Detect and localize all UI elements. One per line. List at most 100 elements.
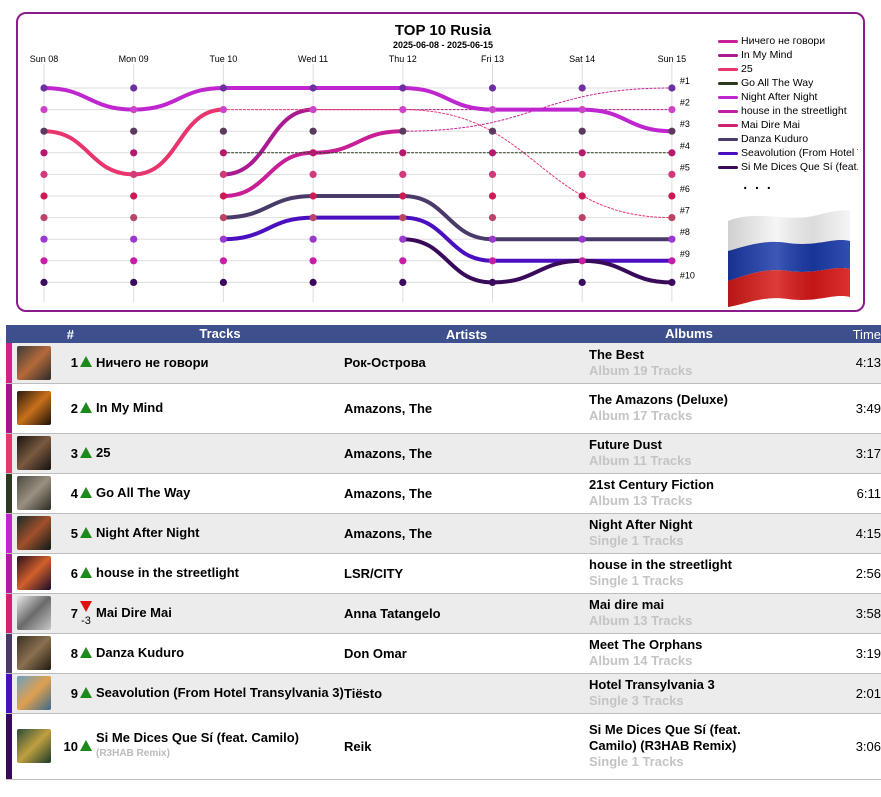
- artist-name[interactable]: Don Omar: [344, 633, 589, 674]
- track-title-cell[interactable]: Danza Kuduro: [94, 633, 344, 674]
- album-name[interactable]: Hotel Transylvania 3: [589, 677, 715, 692]
- album-cover[interactable]: [17, 476, 51, 510]
- artist-name[interactable]: Anna Tatangelo: [344, 593, 589, 634]
- rank-point: [668, 149, 676, 157]
- legend-item[interactable]: house in the streetlight: [718, 104, 858, 118]
- track-title[interactable]: Night After Night: [96, 525, 200, 540]
- album-cell[interactable]: Mai dire mai Album 13 Tracks: [589, 593, 789, 634]
- artist-name[interactable]: Amazons, The: [344, 433, 589, 474]
- legend-item[interactable]: Danza Kuduro: [718, 132, 858, 146]
- table-row[interactable]: 4 Go All The Way Amazons, The 21st Century …: [6, 473, 881, 514]
- album-cell[interactable]: 21st Century Fiction Album 13 Tracks: [589, 473, 789, 514]
- album-name[interactable]: Meet The Orphans: [589, 637, 703, 652]
- album-cover[interactable]: [17, 436, 51, 470]
- table-row[interactable]: 6 house in the streetlight LSR/CITY house i…: [6, 553, 881, 594]
- legend-swatch: [718, 165, 738, 169]
- table-row[interactable]: 1 Ничего не говори Рок-Острова The Best Albu…: [6, 343, 881, 384]
- album-cover[interactable]: [17, 516, 51, 550]
- table-row[interactable]: 9 Seavolution (From Hotel Transylvania 3)…: [6, 673, 881, 714]
- track-title[interactable]: Ничего не говори: [96, 354, 209, 370]
- artist-name[interactable]: LSR/CITY: [344, 553, 589, 594]
- trend-up-icon: [80, 486, 92, 498]
- artist-name[interactable]: Amazons, The: [344, 513, 589, 554]
- header-albums[interactable]: Albums: [589, 325, 789, 343]
- album-cell[interactable]: Si Me Dices Que Sí (feat. Camilo) (R3HAB…: [589, 713, 789, 780]
- track-title-cell[interactable]: Go All The Way: [94, 473, 344, 514]
- track-title-cell[interactable]: In My Mind: [94, 383, 344, 434]
- album-name[interactable]: house in the streetlight: [589, 557, 733, 572]
- album-cell[interactable]: house in the streetlight Single 1 Tracks: [589, 553, 789, 594]
- track-title[interactable]: house in the streetlight: [96, 565, 240, 580]
- album-cell[interactable]: Meet The Orphans Album 14 Tracks: [589, 633, 789, 674]
- track-title-cell[interactable]: Night After Night: [94, 513, 344, 554]
- album-cover[interactable]: [17, 391, 51, 425]
- album-name[interactable]: Mai dire mai: [589, 597, 665, 612]
- table-row[interactable]: 3 25 Amazons, The Future Dust Album 11 Track…: [6, 433, 881, 474]
- rank-point: [668, 235, 676, 243]
- rank-point: [399, 127, 407, 135]
- album-cell[interactable]: Hotel Transylvania 3 Single 3 Tracks: [589, 673, 789, 714]
- track-title[interactable]: Si Me Dices Que Sí (feat. Camilo): [96, 730, 299, 745]
- track-title[interactable]: 25: [96, 445, 111, 460]
- series-line: [580, 107, 674, 134]
- legend-item[interactable]: Seavolution (From Hotel Tr...: [718, 146, 858, 160]
- album-cover[interactable]: [17, 636, 51, 670]
- album-info: Album 17 Tracks: [589, 408, 693, 423]
- header-tracks[interactable]: Tracks: [94, 325, 344, 343]
- album-cover[interactable]: [17, 345, 51, 380]
- rank-point: [40, 214, 48, 222]
- legend-item[interactable]: Si Me Dices Que Sí (feat....: [718, 160, 858, 174]
- track-title-cell[interactable]: 25: [94, 433, 344, 474]
- album-name[interactable]: 21st Century Fiction: [589, 477, 714, 492]
- track-title[interactable]: In My Mind: [96, 400, 164, 415]
- track-title-cell[interactable]: Ничего не говори: [94, 343, 344, 384]
- album-name[interactable]: The Best: [589, 346, 644, 362]
- legend-item[interactable]: Ничего не говори: [718, 34, 858, 48]
- track-title[interactable]: Danza Kuduro: [96, 645, 185, 660]
- artist-name[interactable]: Tiësto: [344, 673, 589, 714]
- track-title[interactable]: Seavolution (From Hotel Transylvania 3): [96, 685, 344, 700]
- artist-name[interactable]: Amazons, The: [344, 473, 589, 514]
- track-title[interactable]: Go All The Way: [96, 485, 191, 500]
- album-cell[interactable]: Future Dust Album 11 Tracks: [589, 433, 789, 474]
- x-tick-label: Tue 10: [210, 54, 238, 64]
- table-row[interactable]: 2 In My Mind Amazons, The The Amazons (Delu…: [6, 383, 881, 434]
- table-row[interactable]: 10 Si Me Dices Que Sí (feat. Camilo) (R3HA…: [6, 713, 881, 780]
- artist-name[interactable]: Рок-Острова: [344, 343, 589, 384]
- trend-cell: [78, 633, 94, 674]
- album-cover[interactable]: [17, 676, 51, 710]
- album-cell[interactable]: Night After Night Single 1 Tracks: [589, 513, 789, 554]
- album-name[interactable]: Night After Night: [589, 517, 693, 532]
- row-color-bar: [6, 473, 12, 514]
- album-cover[interactable]: [17, 596, 51, 630]
- trend-cell: [78, 433, 94, 474]
- table-row[interactable]: 5 Night After Night Amazons, The Night Afte…: [6, 513, 881, 554]
- track-title[interactable]: Mai Dire Mai: [96, 605, 172, 620]
- album-name[interactable]: The Amazons (Deluxe): [589, 392, 728, 407]
- track-title-cell[interactable]: Si Me Dices Que Sí (feat. Camilo) (R3HAB …: [94, 713, 344, 780]
- legend-item[interactable]: Mai Dire Mai: [718, 118, 858, 132]
- rank-point: [40, 106, 48, 114]
- header-artists[interactable]: Artists: [344, 325, 589, 343]
- album-cover[interactable]: [17, 729, 51, 763]
- legend-item[interactable]: Night After Night: [718, 90, 858, 104]
- header-time[interactable]: Time: [789, 325, 881, 343]
- album-cell[interactable]: The Best Album 19 Tracks: [589, 343, 789, 384]
- legend-item[interactable]: Go All The Way: [718, 76, 858, 90]
- track-title-cell[interactable]: Seavolution (From Hotel Transylvania 3): [94, 673, 344, 714]
- rank-label: #7: [680, 206, 690, 216]
- table-row[interactable]: 8 Danza Kuduro Don Omar Meet The Orphans Alb…: [6, 633, 881, 674]
- album-cover[interactable]: [17, 556, 51, 590]
- rank-point: [219, 170, 227, 178]
- artist-name[interactable]: Amazons, The: [344, 383, 589, 434]
- album-name[interactable]: Si Me Dices Que Sí (feat. Camilo) (R3HAB…: [589, 722, 741, 753]
- table-row[interactable]: 7 -3 Mai Dire Mai Anna Tatangelo Mai dire ma…: [6, 593, 881, 634]
- track-title-cell[interactable]: Mai Dire Mai: [94, 593, 344, 634]
- artist-name[interactable]: Reik: [344, 713, 589, 780]
- track-title-cell[interactable]: house in the streetlight: [94, 553, 344, 594]
- legend-item[interactable]: 25: [718, 62, 858, 76]
- legend-label: In My Mind: [741, 49, 793, 61]
- legend-item[interactable]: In My Mind: [718, 48, 858, 62]
- album-cell[interactable]: The Amazons (Deluxe) Album 17 Tracks: [589, 383, 789, 434]
- album-name[interactable]: Future Dust: [589, 437, 662, 452]
